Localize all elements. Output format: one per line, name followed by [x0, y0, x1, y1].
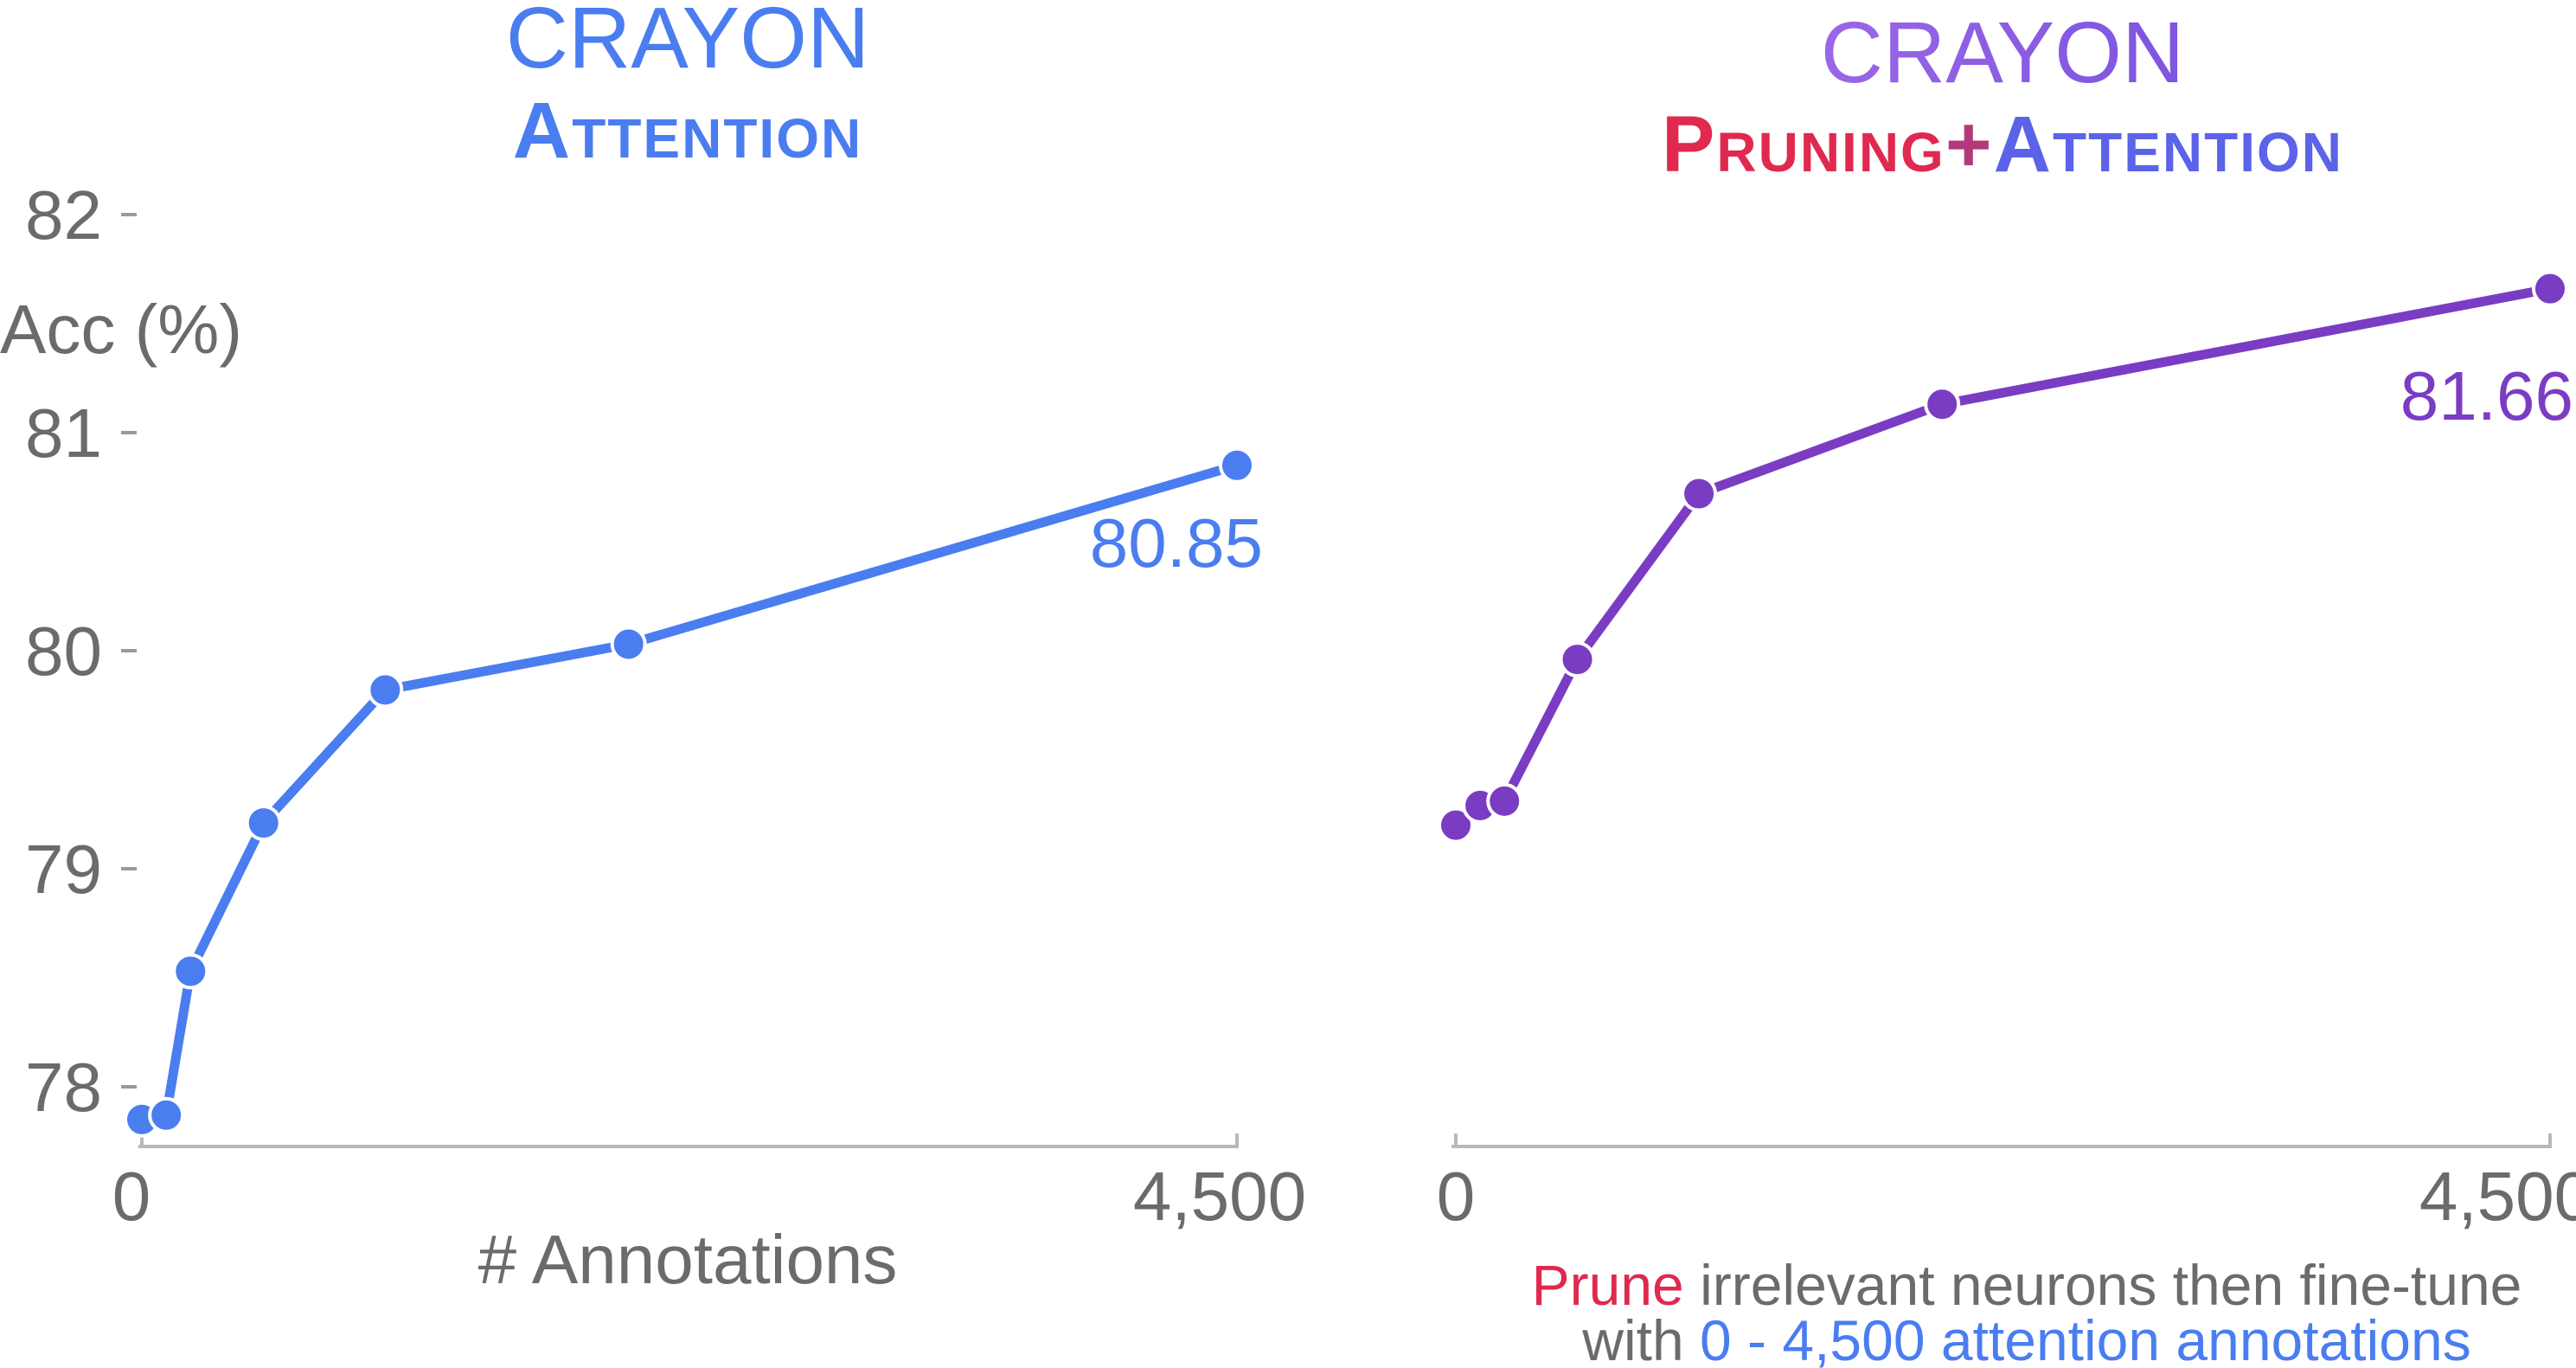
left-chart: CRAYON Attention Acc (%) 78 79 80 81 82 0 4,…	[0, 0, 1306, 1298]
right-point-3	[1559, 641, 1596, 678]
right-caption-line-1: Prune irrelevant neurons then fine-tune	[1532, 1253, 2522, 1317]
right-chart: CRAYON Pruning+Attention 0 4,500 81.66 P…	[1437, 4, 2576, 1368]
left-y-axis: 78 79 80 81 82	[25, 177, 137, 1126]
left-chart-title: CRAYON	[506, 0, 869, 87]
right-caption-with: with	[1581, 1308, 1700, 1368]
right-point-0	[1438, 806, 1474, 844]
right-subtitle-plus: +	[1945, 100, 1994, 189]
right-subtitle-pruning: Pruning	[1662, 100, 1945, 189]
right-point-2	[1486, 782, 1523, 819]
right-caption-annotations: 0 - 4,500 attention annotations	[1700, 1308, 2471, 1368]
right-point-5	[1924, 386, 1961, 423]
right-series-line	[1451, 284, 2555, 831]
left-x-axis-label: # Annotations	[478, 1221, 898, 1298]
right-caption-prune: Prune	[1532, 1253, 1684, 1317]
left-point-1	[148, 1096, 185, 1134]
right-chart-subtitle: Pruning+Attention	[1662, 100, 2343, 189]
right-value-label: 81.66	[2400, 357, 2573, 434]
right-series-points	[1438, 270, 2568, 844]
left-y-tick-label-79: 79	[25, 831, 102, 908]
left-x-tick-label-0: 0	[112, 1158, 151, 1235]
left-point-5	[610, 626, 647, 663]
right-point-6	[2532, 270, 2568, 307]
left-y-tick-label-82: 82	[25, 177, 102, 254]
left-y-tick-label-80: 80	[25, 613, 102, 690]
right-caption-line-2: with 0 - 4,500 attention annotations	[1581, 1308, 2470, 1368]
right-x-tick-label-0: 0	[1437, 1158, 1476, 1235]
left-point-6	[1219, 446, 1255, 484]
right-subtitle-attention: Attention	[1994, 100, 2343, 189]
left-chart-subtitle: Attention	[513, 87, 862, 175]
left-value-label: 80.85	[1090, 504, 1263, 581]
left-point-3	[245, 805, 282, 842]
left-point-2	[172, 953, 209, 990]
left-series-points	[124, 446, 1255, 1138]
left-y-tick-label-81: 81	[25, 395, 102, 472]
left-x-tick-label-4500: 4,500	[1133, 1158, 1306, 1235]
left-y-tick-label-78: 78	[25, 1049, 102, 1126]
left-point-4	[367, 671, 404, 709]
right-caption-rest-1: irrelevant neurons then fine-tune	[1684, 1253, 2522, 1317]
left-y-axis-label: Acc (%)	[0, 291, 242, 368]
right-x-tick-label-4500: 4,500	[2419, 1158, 2576, 1235]
right-point-4	[1681, 475, 1718, 512]
left-series-line	[137, 460, 1242, 1125]
right-chart-title: CRAYON	[1821, 4, 2184, 101]
